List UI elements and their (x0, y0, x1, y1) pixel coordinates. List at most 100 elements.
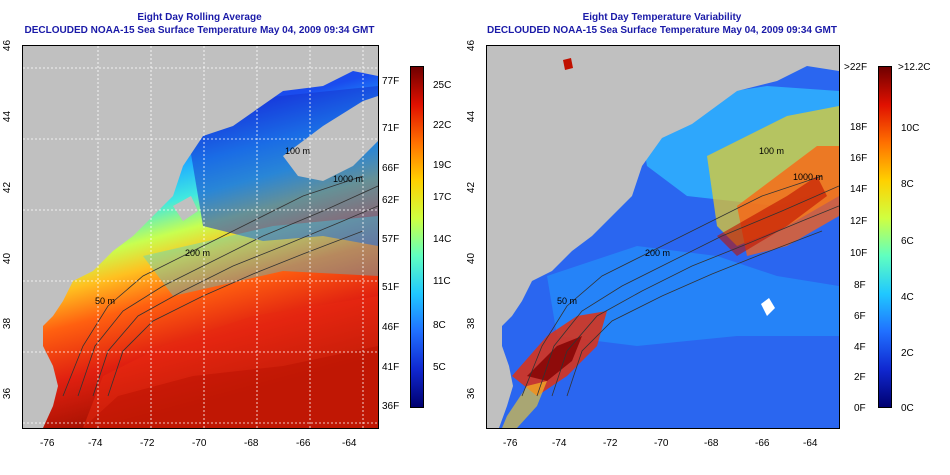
right-cb-c-1: 10C (901, 123, 920, 134)
right-red-spot (563, 58, 573, 70)
right-cb-f-1: 18F (850, 122, 868, 133)
left-title: Eight Day Rolling Average DECLOUDED NOAA… (22, 11, 377, 37)
right-cb-c-2: 8C (901, 179, 914, 190)
left-cb-c-0: 25C (433, 80, 452, 91)
left-cb-f-0: 77F (382, 76, 400, 87)
left-lat-46: 46 (2, 39, 14, 52)
right-title-sub: DECLOUDED NOAA-15 Sea Surface Temperatur… (487, 25, 837, 36)
left-contour-label-200m: 200 m (185, 248, 211, 258)
right-cb-c-0: >12.2C (898, 62, 931, 73)
right-lat-38: 38 (466, 317, 478, 330)
left-cb-f-8: 36F (382, 401, 400, 412)
right-sw-core (527, 336, 582, 381)
left-cape-cod (173, 196, 198, 221)
right-contour-200m (551, 205, 839, 397)
right-cb-c-4: 4C (901, 292, 914, 303)
left-lon-76: -76 (40, 438, 55, 449)
right-contour-label-50m: 50 m (557, 296, 578, 306)
left-contour-label-50m: 50 m (95, 296, 116, 306)
left-contour-1000m (107, 230, 364, 397)
right-cb-f-3: 14F (850, 184, 868, 195)
right-cb-f-8: 4F (854, 342, 866, 353)
right-contour-label-100m: 100 m (759, 146, 785, 156)
left-cb-f-4: 57F (382, 234, 400, 245)
left-teal-slope (143, 216, 378, 296)
right-cb-f-6: 8F (854, 280, 866, 291)
right-contour-label-200m: 200 m (645, 248, 671, 258)
right-lat-40: 40 (466, 252, 478, 265)
left-cb-c-2: 19C (433, 160, 452, 171)
left-cb-c-1: 22C (433, 120, 452, 131)
right-lon-66: -66 (755, 438, 770, 449)
right-cb-f-5: 10F (850, 248, 868, 259)
left-lat-38: 38 (2, 317, 14, 330)
left-lon-70: -70 (192, 438, 207, 449)
right-title: Eight Day Temperature Variability DECLOU… (486, 11, 838, 37)
right-cb-f-0: >22F (844, 62, 868, 73)
left-contour-50m (62, 175, 364, 397)
left-title-main: Eight Day Rolling Average (137, 12, 262, 23)
right-lon-72: -72 (603, 438, 618, 449)
left-contour-label-1000m: 1000 m (333, 174, 364, 184)
left-colorbar (410, 66, 424, 408)
left-contour-200m (92, 205, 378, 397)
right-red-band (717, 176, 827, 256)
left-lat-40: 40 (2, 252, 14, 265)
left-contour-100m (77, 185, 378, 397)
right-lat-42: 42 (466, 181, 478, 194)
right-cb-c-3: 6C (901, 236, 914, 247)
left-cb-c-3: 17C (433, 192, 452, 203)
right-land (487, 46, 839, 428)
right-title-main: Eight Day Temperature Variability (582, 12, 742, 23)
right-lon-70: -70 (654, 438, 669, 449)
right-cb-f-7: 6F (854, 311, 866, 322)
right-colorbar (878, 66, 892, 408)
right-contour-1000m (566, 230, 823, 397)
right-lon-68: -68 (704, 438, 719, 449)
left-lon-72: -72 (140, 438, 155, 449)
left-cb-f-5: 51F (382, 282, 400, 293)
left-cb-c-6: 8C (433, 320, 446, 331)
right-lat-46: 46 (466, 39, 478, 52)
right-cb-f-9: 2F (854, 372, 866, 383)
left-lat-42: 42 (2, 181, 14, 194)
left-contour-label-100m: 100 m (285, 146, 311, 156)
left-lon-68: -68 (244, 438, 259, 449)
left-cb-f-1: 71F (382, 123, 400, 134)
left-title-sub: DECLOUDED NOAA-15 Sea Surface Temperatur… (24, 25, 375, 36)
right-contour-50m (521, 175, 823, 397)
right-lat-44: 44 (466, 110, 478, 123)
left-cb-f-3: 62F (382, 195, 400, 206)
left-lon-74: -74 (88, 438, 103, 449)
left-sst-map: 100 m 1000 m 200 m 50 m (22, 45, 379, 429)
left-warm-core (83, 346, 378, 428)
right-lon-74: -74 (552, 438, 567, 449)
left-cb-f-2: 66F (382, 163, 400, 174)
right-mid-cyan (547, 246, 839, 346)
right-cb-c-5: 2C (901, 348, 914, 359)
left-cb-c-4: 14C (433, 234, 452, 245)
right-contour-label-1000m: 1000 m (793, 172, 824, 182)
left-gulf-stream (83, 296, 378, 428)
left-lat-36: 36 (2, 387, 14, 400)
left-lon-64: -64 (342, 438, 357, 449)
right-sw-yellow (502, 381, 547, 428)
left-lon-66: -66 (296, 438, 311, 449)
right-lon-64: -64 (803, 438, 818, 449)
left-cb-c-7: 5C (433, 362, 446, 373)
right-white-spot (761, 298, 775, 316)
left-nova-scotia (283, 96, 378, 181)
right-contour-100m (536, 185, 839, 397)
right-lon-76: -76 (503, 438, 518, 449)
right-cb-f-10: 0F (854, 403, 866, 414)
right-cb-f-4: 12F (850, 216, 868, 227)
left-land (23, 46, 378, 428)
left-cb-c-5: 11C (433, 276, 451, 287)
right-variability-map: 100 m 1000 m 200 m 50 m (486, 45, 840, 429)
right-cb-c-6: 0C (901, 403, 914, 414)
right-cb-f-2: 16F (850, 153, 868, 164)
left-cb-f-6: 46F (382, 322, 400, 333)
left-cb-f-7: 41F (382, 362, 400, 373)
right-lat-36: 36 (466, 387, 478, 400)
left-lat-44: 44 (2, 110, 14, 123)
